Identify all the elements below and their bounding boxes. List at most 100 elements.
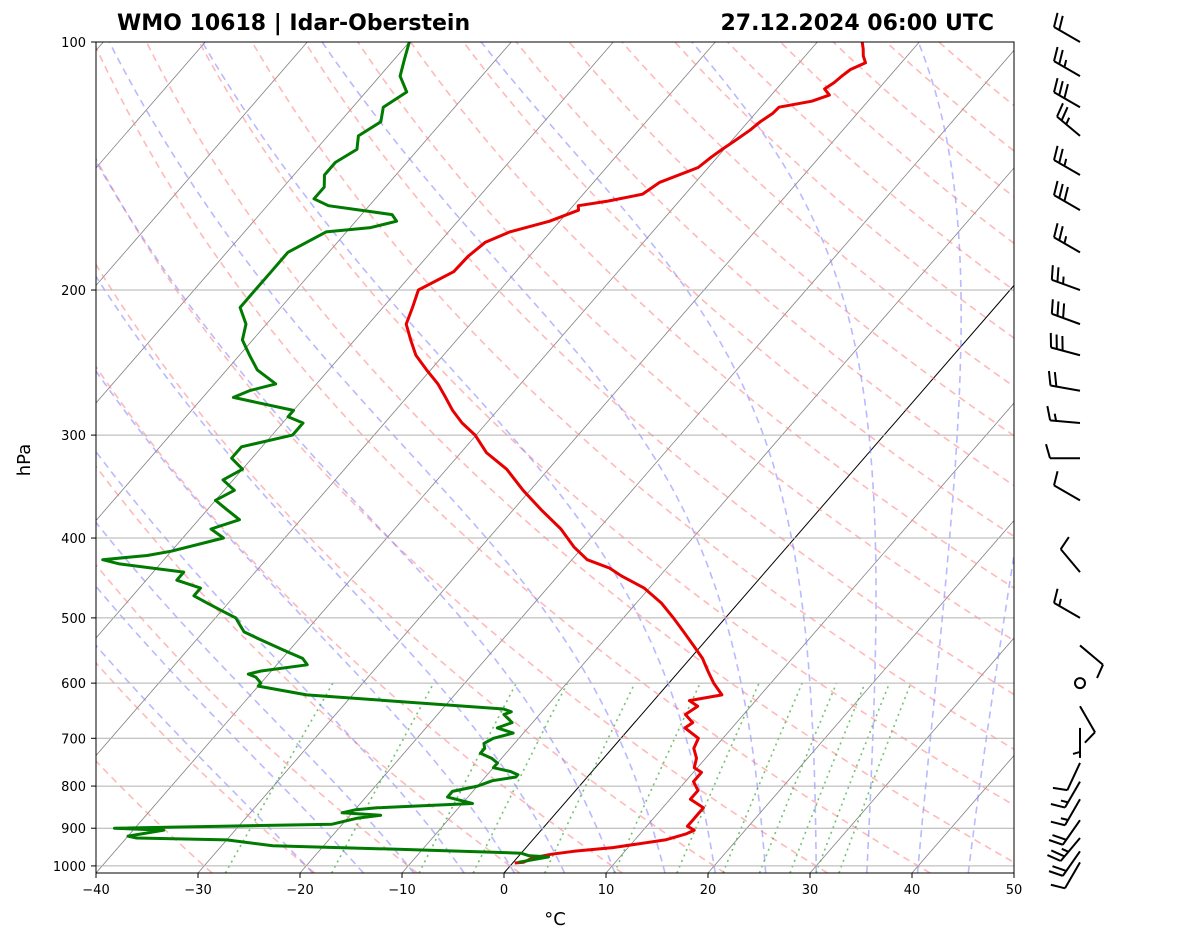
dry-adiabat (96, 759, 213, 873)
wind-barb-staff (1066, 762, 1081, 791)
wind-barb-staff (1053, 60, 1081, 77)
x-tick-label: 10 (598, 883, 615, 898)
wind-barb-half-flag (1060, 799, 1069, 804)
title-right: 27.12.2024 06:00 UTC (720, 11, 994, 36)
y-tick-label: 500 (61, 612, 86, 627)
dry-adiabat (96, 157, 828, 873)
wind-barb-flag (1053, 77, 1059, 93)
wind-barb-half-flag (1060, 817, 1069, 821)
isotherm (96, 42, 308, 287)
x-tick-label: 40 (904, 883, 921, 898)
x-tick-label: 0 (500, 883, 508, 898)
wind-barb-flag (1053, 145, 1059, 161)
dry-adiabat (727, 42, 1014, 292)
wind-barb-flag (1058, 80, 1064, 96)
wind-barb-staff (1079, 705, 1096, 733)
wind-barb-flag (1058, 148, 1064, 164)
wind-barb (1053, 46, 1081, 77)
y-tick-label: 200 (61, 284, 86, 299)
dry-adiabat (198, 42, 1014, 807)
isotherm (1013, 872, 1014, 873)
mixing-ratio-line (544, 682, 636, 873)
moist-adiabat (96, 450, 465, 873)
moist-adiabat (96, 521, 415, 873)
y-axis-label: hPa (14, 444, 35, 476)
wind-barb (1050, 265, 1081, 291)
dry-adiabat (145, 42, 1014, 864)
wind-barb-flag (1056, 267, 1060, 282)
moist-adiabat (480, 42, 817, 873)
wind-barb-flag (1053, 12, 1059, 28)
isotherm (96, 42, 716, 757)
dry-adiabat (96, 263, 726, 873)
wind-barb (1050, 798, 1081, 827)
wind-barb-staff (1053, 236, 1081, 254)
wind-barb-half-flag (1061, 847, 1069, 853)
isotherm (605, 402, 1014, 873)
wind-barb-flag (1050, 820, 1066, 827)
wind-barb-flag (1063, 186, 1069, 202)
wind-barb (1050, 861, 1081, 890)
moist-adiabat (96, 159, 616, 873)
wind-barb-flag (1059, 536, 1070, 550)
wind-barb-staff (1053, 159, 1081, 176)
isotherm (0, 42, 1, 873)
wind-barb-flag (1047, 854, 1062, 862)
dry-adiabat (96, 365, 623, 873)
wind-barb-flag (1053, 588, 1059, 604)
y-tick-label: 300 (61, 429, 86, 444)
wind-barb (1053, 12, 1081, 43)
wind-barb-half-flag (1063, 59, 1068, 68)
dry-adiabat (96, 661, 316, 873)
wind-barb (1079, 644, 1104, 679)
wind-barb (1072, 727, 1081, 758)
wind-barb-staff (1053, 91, 1081, 109)
wind-barb (1050, 781, 1081, 809)
mixing-ratio-line (722, 682, 803, 873)
x-axis-label: °C (544, 909, 566, 930)
wind-barb (1053, 77, 1081, 109)
isotherm (401, 167, 1014, 873)
dewpoint-profile-line (101, 42, 551, 864)
wind-barb (1053, 180, 1081, 212)
wind-barb-staff (1053, 194, 1081, 212)
wind-barb (1056, 102, 1081, 137)
wind-barb-flag (1050, 803, 1066, 809)
wind-barb-staff (1050, 346, 1081, 357)
mixing-ratio-line (613, 682, 701, 873)
y-tick-label: 100 (61, 36, 86, 51)
wind-barb-flag (1060, 106, 1069, 121)
moist-adiabat (108, 42, 666, 873)
isotherm (197, 42, 920, 873)
isotherm (96, 42, 512, 522)
isotherm (911, 754, 1014, 873)
wind-barb-staff (1050, 419, 1081, 424)
wind-barb-flag (1053, 46, 1059, 62)
wind-barb (1048, 850, 1081, 877)
title-left: WMO 10618 | Idar-Oberstein (117, 11, 470, 36)
mixing-ratio-line (815, 682, 891, 873)
x-tick-label: 50 (1006, 883, 1023, 898)
wind-barb (1053, 588, 1081, 619)
wind-barb-flag (1048, 870, 1064, 877)
wind-barb-staff (1059, 548, 1081, 573)
mixing-ratio-line (676, 682, 760, 873)
wind-barb-flag (1084, 731, 1096, 744)
y-tick-label: 600 (61, 677, 86, 692)
background-lines-layer (0, 42, 1014, 873)
moist-adiabat (96, 369, 516, 873)
wind-barb-staff (1051, 278, 1081, 291)
moist-adiabat (201, 42, 717, 873)
wind-barbs-layer (1045, 12, 1104, 890)
x-tick-label: 20 (700, 883, 717, 898)
isotherm (299, 49, 1014, 873)
wind-barb-flag (1048, 839, 1064, 846)
wind-barb-flag (1046, 405, 1052, 421)
wind-barb-flag (1058, 49, 1064, 65)
profile-series-layer (101, 42, 867, 865)
moist-adiabat (691, 42, 877, 873)
dry-adiabat (96, 45, 931, 873)
wind-barb-flag (1058, 15, 1064, 31)
wind-barb-flag (1053, 180, 1059, 196)
